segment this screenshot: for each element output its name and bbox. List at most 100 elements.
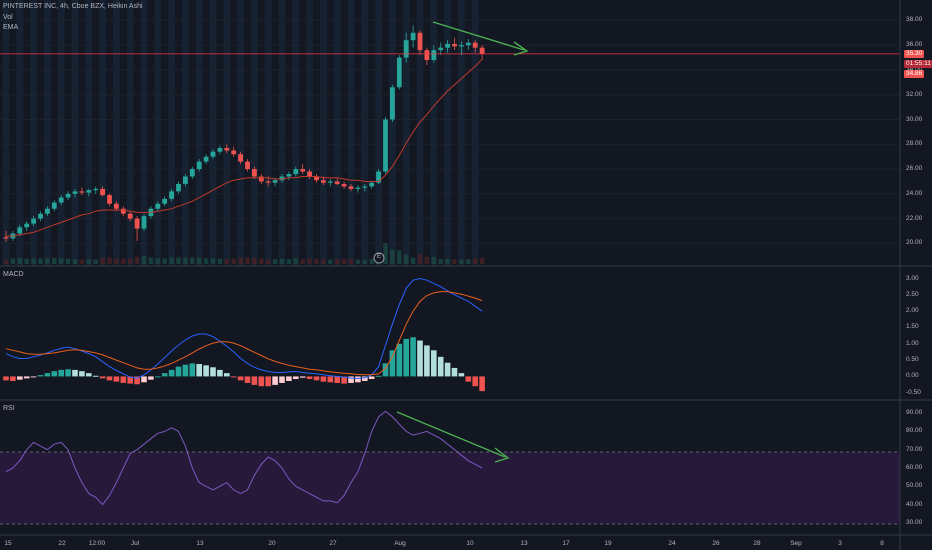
- volume-bar: [466, 259, 471, 264]
- earnings-marker[interactable]: [373, 252, 385, 264]
- candle-body: [369, 182, 375, 187]
- candle-body: [272, 180, 278, 183]
- rsi-axis-tick: 90.00: [906, 409, 923, 417]
- bullish-candle: [293, 166, 299, 177]
- rsi-trend-arrow[interactable]: [396, 411, 510, 463]
- macd-histogram-bar: [389, 350, 396, 377]
- macd-line: [5, 277, 483, 379]
- time-axis-tick: 20: [268, 540, 276, 547]
- volume-bar: [410, 257, 416, 264]
- candle-body: [279, 176, 285, 181]
- candle-body: [321, 180, 326, 183]
- candle-body: [383, 119, 388, 172]
- volume-bar: [176, 257, 181, 264]
- macd-histogram-bar: [251, 376, 258, 385]
- macd-histogram-bar: [203, 365, 209, 377]
- bullish-candle: [210, 149, 216, 160]
- bullish-candle: [410, 25, 416, 48]
- ema-price-tag: 34.86: [904, 70, 925, 78]
- bearish-candle: [417, 30, 423, 56]
- volume-bar: [293, 258, 298, 264]
- price-axis-tick: 30.00: [906, 115, 923, 123]
- volume-bar: [10, 258, 16, 264]
- volume-bar: [24, 258, 29, 264]
- volume-bar: [383, 243, 388, 264]
- candle-body: [58, 197, 64, 203]
- candle-body: [403, 40, 409, 58]
- bullish-candle: [403, 32, 409, 63]
- bearish-candle: [452, 37, 457, 51]
- volume-bar: [162, 258, 167, 264]
- macd-histogram-bar: [479, 376, 485, 392]
- candle-body: [314, 176, 319, 181]
- macd-histogram-bar: [30, 376, 37, 378]
- candle-body: [72, 191, 78, 194]
- macd-histogram-bar: [210, 367, 216, 377]
- macd-histogram-bar: [113, 376, 120, 382]
- macd-histogram-bar: [472, 376, 478, 387]
- bearish-candle: [258, 174, 264, 184]
- macd-histogram-bar: [458, 373, 465, 377]
- volume-bar: [121, 258, 126, 264]
- volume-bar: [79, 259, 85, 264]
- volume-bar: [38, 258, 43, 264]
- candle-body: [114, 203, 119, 209]
- bullish-candle: [45, 206, 50, 217]
- macd-histogram-bar: [265, 376, 271, 387]
- time-axis-tick: 26: [712, 540, 720, 547]
- bullish-candle: [17, 224, 23, 236]
- volume-bar: [424, 256, 430, 264]
- volume-bar: [107, 257, 112, 264]
- ema-indicator-label[interactable]: EMA: [3, 24, 19, 31]
- bearish-candle: [252, 166, 257, 179]
- bullish-candle: [141, 213, 147, 232]
- bullish-candle: [327, 178, 333, 187]
- macd-histogram-bar: [65, 369, 71, 377]
- macd-histogram-bar: [437, 356, 444, 377]
- macd-histogram-bar: [431, 350, 437, 377]
- macd-histogram-bar: [168, 369, 175, 377]
- candle-body: [203, 156, 209, 162]
- volume-bar: [45, 258, 50, 264]
- session-background-stripes: [2, 0, 479, 266]
- macd-histogram-bar: [44, 373, 51, 377]
- macd-indicator-label[interactable]: MACD: [3, 271, 24, 278]
- volume-bar: [190, 257, 195, 264]
- rsi-axis-tick: 80.00: [906, 427, 923, 435]
- session-stripe: [181, 0, 189, 266]
- candle-body: [376, 171, 381, 183]
- volume-bar: [65, 258, 71, 264]
- bullish-candle: [93, 186, 99, 194]
- time-axis-tick: 13: [196, 540, 204, 547]
- candle-body: [155, 203, 161, 209]
- candle-body: [431, 50, 437, 61]
- session-stripe: [264, 0, 272, 266]
- volume-bar: [369, 258, 374, 264]
- price-trend-arrow[interactable]: [432, 21, 529, 56]
- volume-bar: [203, 258, 209, 264]
- chart-title[interactable]: PINTEREST INC, 4h, Cboe BZX, Heikin Ashi: [3, 3, 143, 10]
- volume-bar: [141, 256, 147, 264]
- session-stripe: [168, 0, 176, 266]
- bearish-candle: [231, 146, 237, 157]
- bearish-candle: [341, 181, 347, 189]
- bearish-candle: [348, 183, 354, 192]
- macd-histogram-bar: [313, 376, 320, 381]
- macd-axis-tick: -0.50: [906, 388, 921, 396]
- candle-body: [162, 198, 168, 204]
- candle-body: [120, 208, 126, 214]
- macd-histogram-bar: [424, 345, 430, 377]
- rsi-indicator-label[interactable]: RSI: [3, 405, 15, 412]
- macd-histogram-bar: [417, 340, 423, 377]
- bullish-candle: [176, 181, 181, 194]
- macd-histogram-bar: [10, 376, 16, 381]
- volume-indicator-label[interactable]: Vol: [3, 14, 13, 21]
- macd-histogram-bar: [148, 376, 154, 380]
- session-stripe: [57, 0, 65, 266]
- rsi-axis-tick: 70.00: [906, 445, 923, 453]
- candle-body: [417, 32, 423, 51]
- session-stripe: [457, 0, 465, 266]
- volume-bar: [224, 259, 229, 264]
- volume-bar: [17, 258, 22, 264]
